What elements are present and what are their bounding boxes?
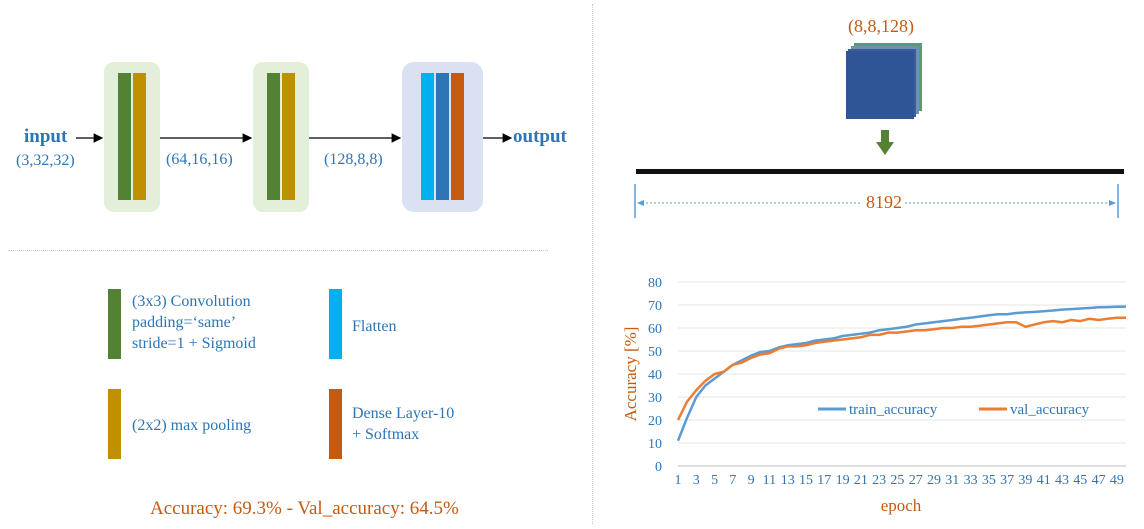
legend-dense-line1: Dense Layer-10 [352,405,455,422]
flatten-layer-bar [421,73,434,200]
y-tick-label: 80 [648,276,662,291]
dimension-arrow-left [637,200,644,206]
y-tick-label: 10 [648,437,662,452]
x-tick-label: 7 [729,473,736,488]
legend-conv-swatch [108,289,121,359]
conv-layer-bar [118,73,131,200]
legend-conv-text: (3x3) Convolution padding=‘same’ stride=… [132,291,256,354]
legend-dense-text: Dense Layer-10 + Softmax [352,403,454,445]
x-tick-label: 29 [927,473,941,488]
x-tick-label: 5 [711,473,718,488]
legend-conv-line3: stride=1 + Sigmoid [132,335,256,352]
vertical-divider [592,4,593,524]
classifier-block [402,62,483,212]
x-tick-label: 35 [982,473,996,488]
conv-pool-block-2 [253,62,309,212]
flattened-vector [636,169,1124,174]
x-tick-label: 43 [1055,473,1069,488]
y-tick-label: 0 [655,460,662,475]
input-label: input [24,126,68,147]
x-tick-label: 41 [1037,473,1051,488]
legend-flatten-text: Flatten [352,318,397,335]
flatten-graphics [634,130,1124,218]
x-tick-label: 47 [1092,473,1106,488]
dimension-arrow-right [1109,200,1116,206]
x-axis-label: epoch [881,496,922,515]
legend-dense-line2: + Softmax [352,426,420,443]
tensor-stack [846,43,922,119]
input-shape: (3,32,32) [16,152,75,169]
flatten-arrow-head [876,142,894,155]
shape-after-block2: (128,8,8) [324,151,383,168]
legend-dense-swatch [329,389,342,459]
x-tick-label: 13 [781,473,795,488]
x-tick-label: 21 [854,473,868,488]
legend-pool-text: (2x2) max pooling [132,417,252,434]
conv-layer-bar [267,73,280,200]
tensor-front-face [846,51,914,119]
y-tick-label: 70 [648,299,662,314]
y-tick-label: 20 [648,414,662,429]
chart-series [676,305,1127,442]
x-tick-label: 1 [675,473,682,488]
y-tick-label: 50 [648,345,662,360]
accuracy-summary: Accuracy: 69.3% - Val_accuracy: 64.5% [150,498,459,519]
x-tick-label: 45 [1073,473,1087,488]
legend-flatten-swatch [329,289,342,359]
legend-pool-swatch [108,389,121,459]
x-tick-label: 37 [1000,473,1014,488]
dense-output-bar [451,73,464,200]
x-tick-label: 31 [945,473,959,488]
flatten-arrow-shaft [881,130,889,142]
x-tick-label: 17 [817,473,831,488]
x-tick-label: 23 [872,473,886,488]
y-axis-label: Accuracy [%] [621,327,640,422]
x-tick-label: 39 [1018,473,1032,488]
pool-layer-bar [133,73,146,200]
legend-conv-line2: padding=‘same’ [132,314,237,331]
shape-after-block1: (64,16,16) [166,151,233,168]
output-label: output [513,126,567,147]
x-tick-label: 11 [763,473,776,488]
legend-conv-line1: (3x3) Convolution [132,293,251,310]
x-tick-label: 49 [1110,473,1124,488]
x-tick-label: 25 [890,473,904,488]
x-tick-label: 15 [799,473,813,488]
x-tick-labels: 1 3 5 7 9 11 13 15 17 19 21 23 25 27 29 31 33 35 37 39 41 43 4… [675,473,1124,488]
conv-pool-block-1 [104,62,160,212]
y-tick-label: 60 [648,322,662,337]
chart-gridlines [678,281,1126,467]
y-tick-label: 40 [648,368,662,383]
x-tick-label: 33 [964,473,978,488]
x-tick-label: 3 [693,473,700,488]
legend-train-label: train_accuracy [849,402,938,418]
pool-layer-bar [282,73,295,200]
x-tick-label: 19 [836,473,850,488]
x-tick-label: 27 [909,473,923,488]
chart-legend: train_accuracy val_accuracy [818,402,1090,418]
y-tick-labels: 0 10 20 30 40 50 60 70 80 [648,276,662,475]
flattened-length-label: 8192 [866,192,902,212]
legend-val-label: val_accuracy [1010,402,1090,418]
horizontal-divider [8,250,548,251]
dense-hidden-bar [436,73,449,200]
series-line-val_accuracy [676,316,1126,421]
series-line-train_accuracy [676,305,1127,442]
tensor-shape-label: (8,8,128) [848,16,914,36]
x-tick-label: 9 [748,473,755,488]
y-tick-label: 30 [648,391,662,406]
architecture-arrows [76,133,513,143]
